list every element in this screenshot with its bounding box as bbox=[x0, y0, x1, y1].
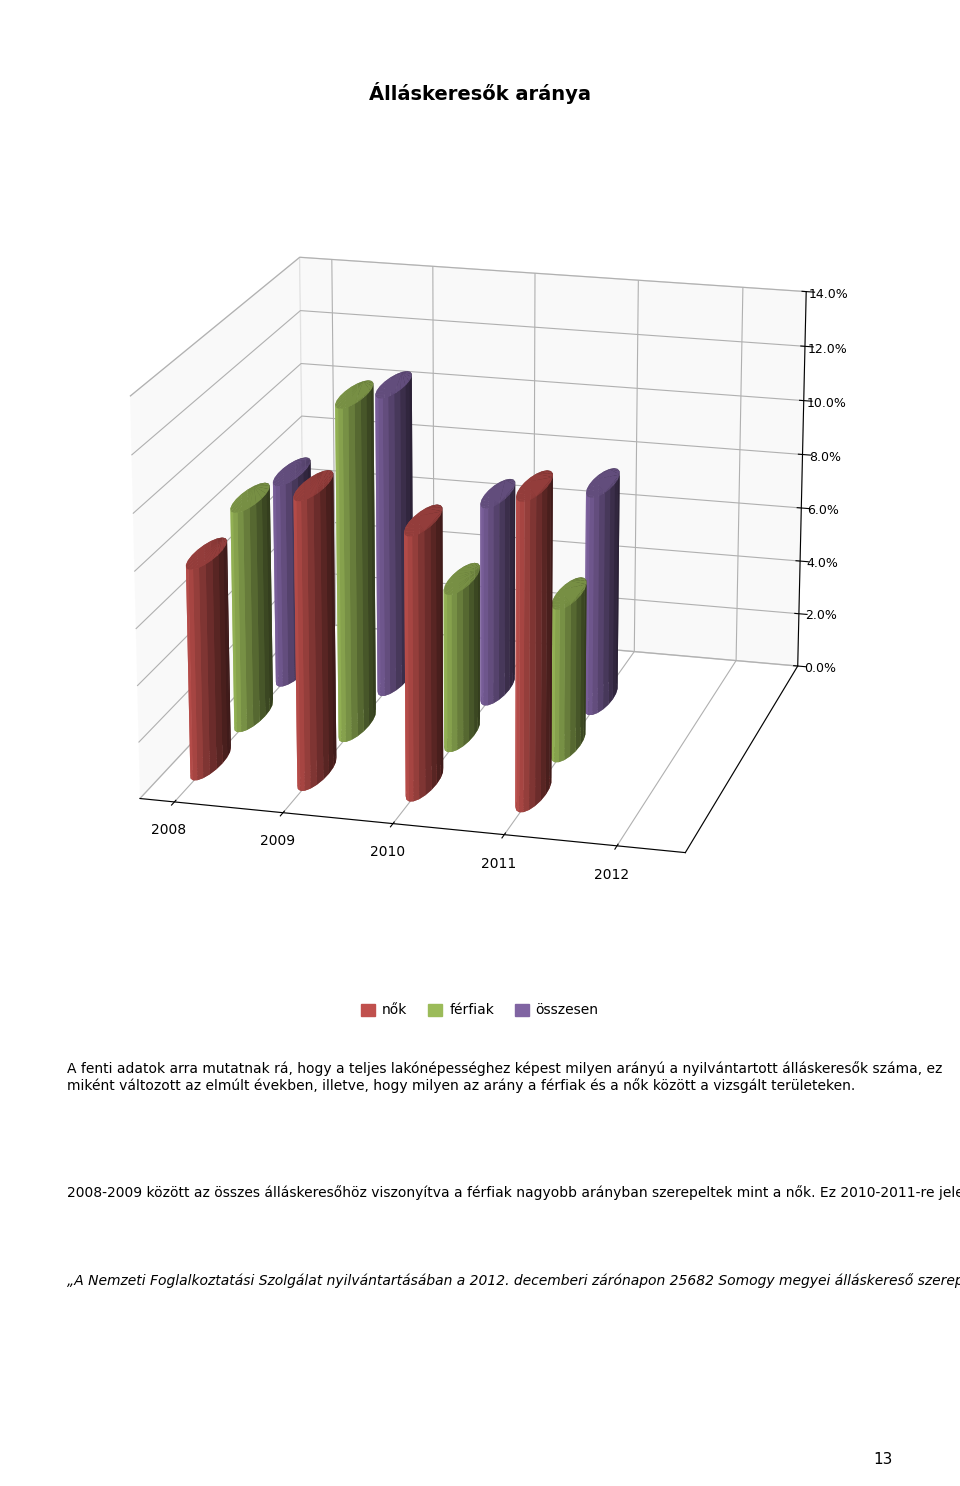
Text: A fenti adatok arra mutatnak rá, hogy a teljes lakónépességhez képest milyen ará: A fenti adatok arra mutatnak rá, hogy a … bbox=[67, 1061, 943, 1094]
Text: „A Nemzeti Foglalkoztatási Szolgálat nyilvántartásában a 2012. decemberi zárónap: „A Nemzeti Foglalkoztatási Szolgálat nyi… bbox=[67, 1274, 960, 1288]
Text: 2008-2009 között az összes álláskeresőhöz viszonyítva a férfiak nagyobb arányban: 2008-2009 között az összes álláskeresőhö… bbox=[67, 1184, 960, 1199]
Text: Álláskeresők aránya: Álláskeresők aránya bbox=[369, 82, 591, 104]
Text: 13: 13 bbox=[874, 1452, 893, 1467]
Legend: nők, férfiak, összesen: nők, férfiak, összesen bbox=[356, 999, 604, 1022]
